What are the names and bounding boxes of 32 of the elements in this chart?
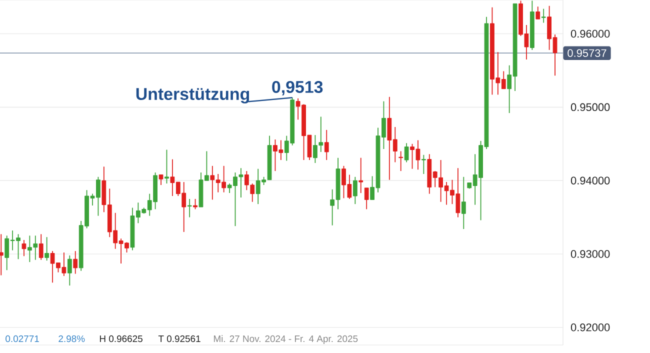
y-tick-label: 0.95000 (570, 103, 610, 112)
candlestick (352, 176, 358, 205)
candlestick (324, 129, 329, 160)
y-tick-label: 0.96000 (570, 30, 610, 38)
candlestick (541, 8, 546, 24)
candlestick (404, 142, 409, 163)
candlestick (67, 254, 72, 286)
candlestick (164, 149, 169, 184)
candlestick (358, 157, 364, 194)
annotation: H 0.96625 (100, 335, 142, 342)
annotation: 0.02771 (6, 335, 39, 342)
candlestick (187, 198, 192, 218)
candlestick (536, 6, 540, 20)
candlestick (193, 198, 198, 210)
candlestick (421, 154, 426, 174)
annotation: 0,9513 (272, 80, 323, 96)
candlestick (38, 234, 44, 260)
annotation: Unterstützung (136, 88, 250, 104)
candlestick (22, 240, 26, 257)
candlestick (461, 176, 466, 230)
annotation: T 0.92561 (158, 335, 200, 342)
y-tick-label: 0.92000 (570, 324, 610, 332)
candlestick (158, 174, 164, 186)
y-tick-label: 0.93000 (570, 250, 610, 258)
candlestick (0, 234, 4, 276)
candlestick (73, 250, 78, 274)
candlestick (44, 236, 50, 262)
annotation: Mi. 27 Nov. 2024 - Fr. 4 Apr. 2025 (214, 335, 358, 344)
candlestick (364, 187, 369, 210)
y-tick-label: 0.94000 (570, 176, 610, 184)
annotation: 2.98% (58, 335, 85, 342)
ref-line-label: 0.95737 (568, 49, 606, 57)
